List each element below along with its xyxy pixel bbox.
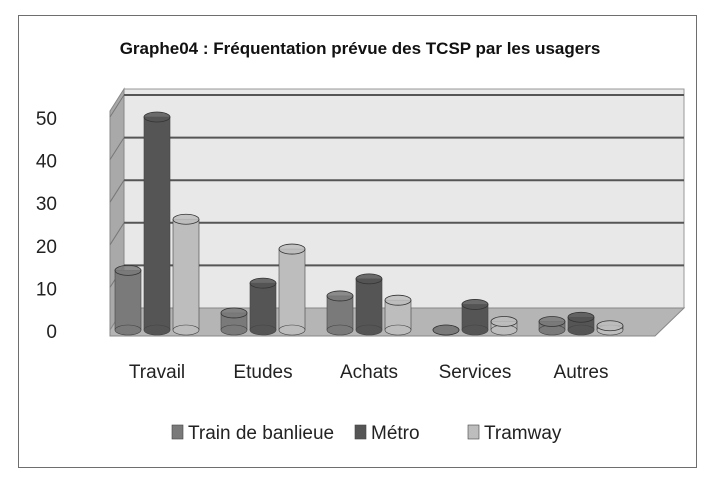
bar-base — [326, 324, 354, 336]
bar — [596, 320, 624, 336]
bar — [114, 264, 142, 336]
bar — [172, 213, 200, 336]
bar-top — [567, 311, 595, 323]
bar-top — [538, 316, 566, 327]
bar — [567, 311, 595, 336]
bar-top — [172, 213, 200, 225]
bar-body — [249, 282, 277, 331]
bar — [326, 290, 354, 336]
x-tick-label: Etudes — [233, 362, 292, 383]
bar-top — [461, 299, 489, 310]
bar — [538, 316, 566, 336]
bar — [278, 243, 306, 336]
bar-body — [355, 278, 383, 331]
y-tick-label: 40 — [36, 152, 57, 173]
bar-base — [355, 324, 383, 336]
legend-label: Tramway — [484, 423, 562, 444]
legend-swatch — [354, 424, 367, 440]
bar-top — [596, 320, 624, 332]
x-tick-label: Autres — [554, 362, 609, 383]
bar-top — [490, 316, 518, 327]
bar-top — [249, 277, 277, 289]
bar-top — [355, 273, 383, 285]
bar-base — [172, 324, 200, 336]
bar-top — [278, 243, 306, 255]
y-tick-label: 10 — [36, 279, 57, 300]
bars — [114, 111, 624, 336]
bar — [461, 299, 489, 336]
x-tick-label: Services — [439, 362, 512, 383]
gridline-side — [109, 222, 125, 246]
legend-label: Métro — [371, 423, 420, 444]
back-wall — [123, 88, 685, 309]
gridline-side — [109, 179, 125, 203]
gridline-side — [109, 137, 125, 160]
bar-body — [326, 295, 354, 331]
bar — [220, 307, 248, 336]
bar-top — [114, 264, 142, 276]
bar-base — [384, 324, 412, 336]
bar-base — [114, 324, 142, 336]
bar — [432, 324, 460, 336]
y-tick-label: 30 — [36, 194, 57, 215]
bar-base — [567, 324, 595, 336]
legend-swatch — [467, 424, 480, 440]
bar-top — [432, 324, 460, 336]
bar-body — [278, 248, 306, 331]
bar-base — [249, 324, 277, 336]
bar — [490, 316, 518, 336]
bar — [143, 111, 171, 336]
bar-base — [220, 324, 248, 336]
bar — [355, 273, 383, 336]
gridline-side — [109, 94, 125, 118]
bar-top — [326, 290, 354, 302]
bar-base — [278, 324, 306, 336]
legend: Train de banlieue Métro Tramway — [171, 423, 562, 444]
bar-body — [172, 218, 200, 331]
legend-swatch — [171, 424, 184, 440]
x-tick-label: Travail — [129, 362, 185, 383]
y-tick-label: 0 — [46, 322, 57, 343]
bar-top — [384, 294, 412, 306]
y-tick-label: 50 — [36, 109, 57, 130]
bar-body — [114, 270, 142, 331]
legend-label: Train de banlieue — [188, 423, 334, 444]
bar-base — [143, 324, 171, 336]
y-axis-ticks: 0 10 20 30 40 50 — [36, 109, 57, 343]
x-tick-label: Achats — [340, 362, 398, 383]
bar — [249, 277, 277, 336]
bar-base — [461, 324, 489, 336]
bar — [384, 294, 412, 336]
chart-title: Graphe04 : Fréquentation prévue des TCSP… — [120, 39, 601, 58]
y-tick-label: 20 — [36, 237, 57, 258]
bar-top — [143, 111, 171, 123]
bar-body — [143, 116, 171, 331]
x-axis-ticks: Travail Etudes Achats Services Autres — [129, 362, 609, 383]
bar-top — [220, 307, 248, 319]
